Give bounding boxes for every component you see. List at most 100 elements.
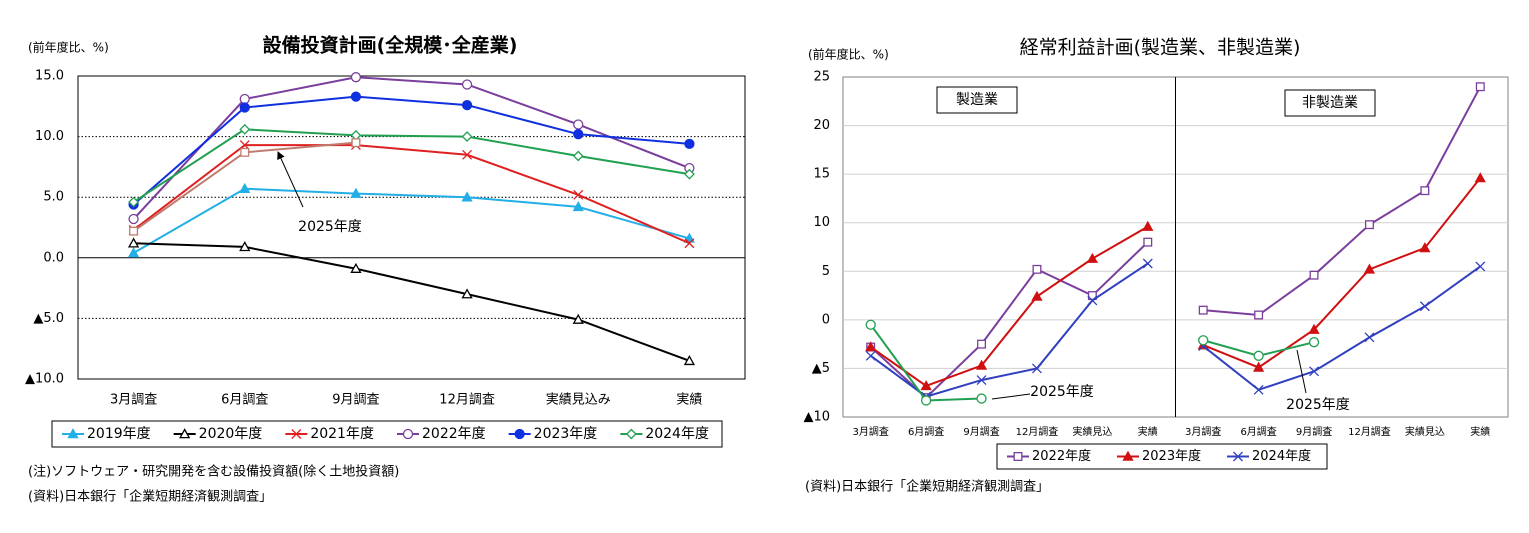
plot-area xyxy=(77,75,746,380)
legend-marker xyxy=(1122,450,1134,461)
x-tick-label: 6月調査 xyxy=(1240,425,1276,438)
y-tick-label: 0.0 xyxy=(43,250,64,265)
marker xyxy=(1032,264,1042,274)
marker xyxy=(865,341,877,352)
x-tick-label: 3月調査 xyxy=(110,393,157,408)
marker xyxy=(1254,310,1264,320)
series-line xyxy=(132,144,690,245)
series-line xyxy=(132,95,690,206)
x-tick-label: 3月調査 xyxy=(853,425,889,438)
marker xyxy=(684,238,695,249)
chart-title: 設備投資計画(全規模･全産業) xyxy=(263,34,518,57)
marker xyxy=(1142,258,1153,269)
marker xyxy=(920,380,932,391)
marker xyxy=(240,147,250,157)
marker xyxy=(1419,242,1431,253)
marker xyxy=(1198,305,1208,315)
marker xyxy=(1308,323,1320,334)
annotation: 2025年度 xyxy=(1286,397,1350,413)
marker xyxy=(239,123,251,135)
marker xyxy=(128,213,139,225)
series-line xyxy=(1202,265,1481,391)
legend-label: 2019年度 xyxy=(87,426,151,442)
y-tick-label: ▲10.0 xyxy=(25,372,64,387)
y-tick-label: 20 xyxy=(813,118,830,133)
marker xyxy=(573,119,584,130)
marker xyxy=(1420,186,1430,196)
x-tick-label: 12月調査 xyxy=(1016,425,1059,438)
marker xyxy=(572,150,584,162)
marker xyxy=(239,182,251,193)
marker xyxy=(239,241,251,252)
marker xyxy=(127,237,140,248)
marker xyxy=(461,191,473,202)
x-tick-label: 6月調査 xyxy=(908,425,944,438)
y-tick-label: 15.0 xyxy=(35,69,64,84)
marker xyxy=(976,393,987,404)
marker xyxy=(683,354,696,366)
x-tick-label: 実績 xyxy=(676,392,702,408)
panel-label-box xyxy=(1284,89,1376,117)
y-tick-label: ▲10 xyxy=(803,410,830,425)
marker xyxy=(128,196,140,208)
y-tick-label: 5 xyxy=(822,264,830,279)
marker xyxy=(1142,220,1154,231)
legend-marker xyxy=(625,428,637,440)
legend-label: 2023年度 xyxy=(1142,448,1201,464)
x-tick-label: 12月調査 xyxy=(1348,425,1391,438)
annotation: 2025年度 xyxy=(298,219,362,235)
x-tick-label: 実績見込 xyxy=(1072,425,1112,438)
legend-label: 2024年度 xyxy=(1252,448,1311,464)
marker xyxy=(129,226,139,236)
x-tick-label: 12月調査 xyxy=(439,393,495,408)
panel-label: 非製造業 xyxy=(1302,95,1358,111)
series-line xyxy=(133,128,690,203)
marker xyxy=(1087,295,1098,306)
marker xyxy=(239,102,250,113)
legend-box xyxy=(51,420,723,448)
marker xyxy=(1475,82,1485,92)
marker xyxy=(1253,361,1265,372)
marker xyxy=(976,375,987,386)
marker xyxy=(1143,237,1153,247)
panel-label-box xyxy=(936,86,1018,114)
marker xyxy=(350,187,362,198)
marker xyxy=(351,138,361,148)
series-line xyxy=(870,262,1149,398)
marker xyxy=(683,232,696,243)
annotation: 2025年度 xyxy=(1030,384,1094,400)
marker xyxy=(239,93,250,105)
y-tick-label: 15 xyxy=(813,167,830,182)
marker xyxy=(350,91,362,102)
footnote: (資料)日本銀行「企業短期経済観測調査」 xyxy=(805,479,1049,495)
marker xyxy=(1309,366,1319,377)
legend-label: 2021年度 xyxy=(310,426,374,442)
marker xyxy=(461,288,473,299)
marker xyxy=(572,201,584,212)
x-tick-label: 6月調査 xyxy=(221,393,268,408)
marker xyxy=(350,72,362,83)
marker xyxy=(1031,290,1043,301)
marker xyxy=(975,359,988,370)
legend-label: 2020年度 xyxy=(199,426,263,442)
marker xyxy=(1364,332,1375,343)
series-line xyxy=(132,76,690,220)
chart-title: 経常利益計画(製造業、非製造業) xyxy=(1020,37,1301,59)
annotation-arrow xyxy=(991,393,1031,400)
legend-marker xyxy=(402,428,414,440)
marker xyxy=(977,339,987,349)
marker xyxy=(1253,350,1264,361)
marker xyxy=(920,395,932,406)
marker xyxy=(684,138,695,150)
marker xyxy=(683,168,695,180)
marker xyxy=(127,247,140,258)
legend-label: 2024年度 xyxy=(645,426,709,442)
legend-marker xyxy=(67,428,79,439)
marker xyxy=(350,262,362,273)
marker xyxy=(573,129,584,140)
y-tick-label: 10.0 xyxy=(35,129,64,144)
y-tick-label: ▲5.0 xyxy=(33,311,64,326)
marker xyxy=(865,319,876,330)
marker xyxy=(865,350,876,361)
